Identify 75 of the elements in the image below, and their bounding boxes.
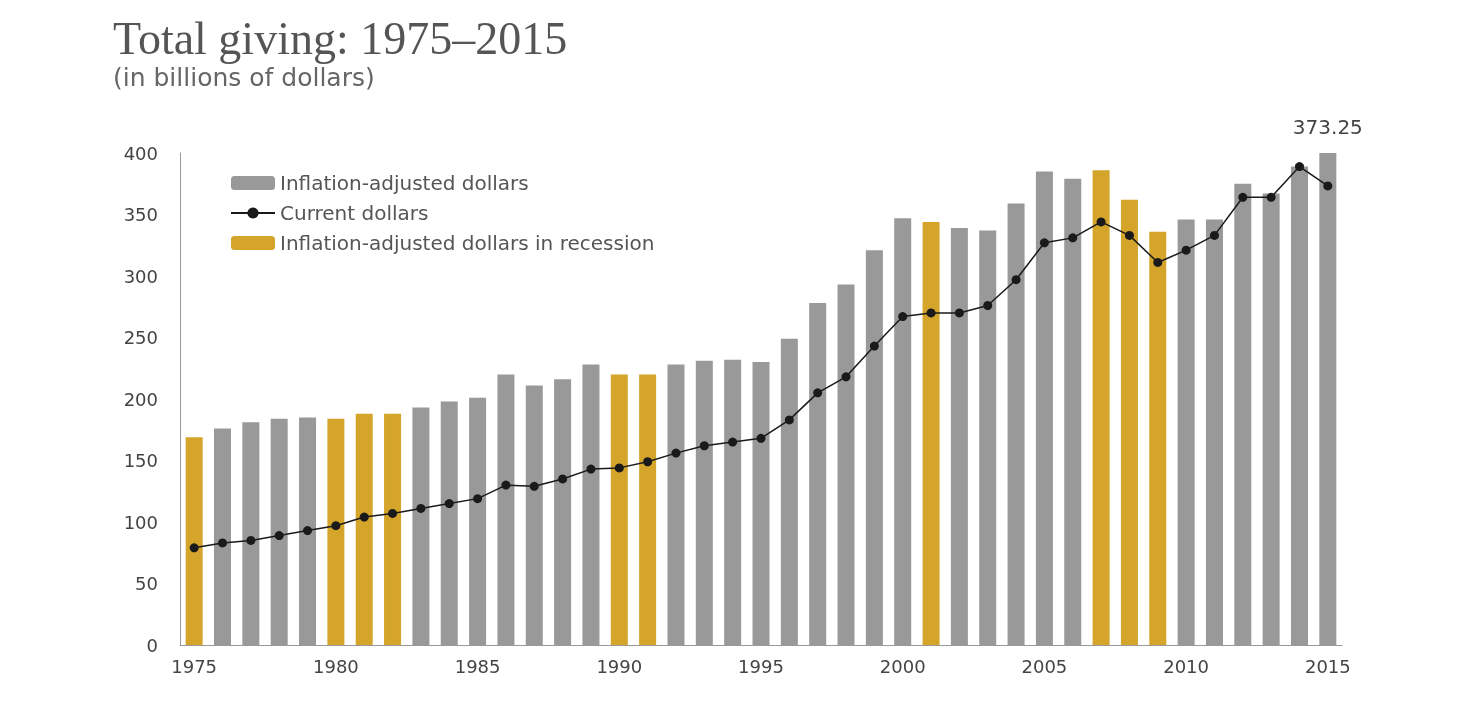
bar (610, 374, 628, 645)
bar (1149, 231, 1167, 645)
bar (1092, 170, 1110, 645)
chart-title: Total giving: 1975–2015 (113, 12, 568, 64)
point (643, 457, 653, 467)
x-tick-label: 1980 (312, 655, 359, 677)
point (501, 480, 511, 490)
point (1181, 245, 1191, 255)
point (189, 543, 199, 553)
x-tick-label: 2010 (1163, 655, 1210, 677)
y-tick-label: 50 (135, 573, 158, 594)
point (218, 538, 228, 548)
x-tick-label: 1995 (738, 655, 784, 677)
x-tick-label: 2015 (1304, 655, 1351, 677)
point (1096, 217, 1106, 227)
point (841, 372, 851, 382)
bar (639, 374, 657, 645)
x-tick-label: 1990 (596, 655, 643, 677)
y-tick-label: 0 (146, 634, 158, 656)
y-tick-label: 250 (123, 327, 158, 348)
point (1039, 238, 1049, 248)
point (756, 433, 766, 443)
point (359, 512, 369, 522)
y-tick-label: 350 (123, 204, 158, 225)
point (926, 308, 936, 318)
point (473, 494, 483, 504)
point (1266, 192, 1276, 202)
y-tick-label: 100 (123, 511, 158, 533)
point (1323, 181, 1333, 191)
point (898, 312, 908, 322)
point (954, 308, 964, 318)
point (246, 535, 256, 545)
point (983, 301, 993, 311)
point (614, 463, 624, 473)
point (274, 531, 284, 541)
point (1153, 257, 1163, 267)
point (1295, 162, 1304, 172)
legend-label: Inflation-adjusted dollars (280, 171, 529, 195)
x-tick-label: 1985 (454, 655, 501, 677)
point (331, 521, 341, 531)
bar (185, 437, 203, 645)
point (728, 437, 738, 447)
point (813, 388, 823, 398)
legend-label: Inflation-adjusted dollars in recession (280, 231, 655, 255)
point (1238, 192, 1248, 202)
x-tick-label: 2000 (879, 655, 926, 677)
bar (355, 413, 373, 645)
point (303, 526, 313, 536)
bar (384, 413, 402, 645)
bar (1120, 199, 1138, 645)
x-tick-label: 1975 (171, 655, 218, 677)
point (869, 341, 879, 351)
legend-label: Current dollars (280, 201, 429, 225)
y-tick-label: 400 (123, 142, 158, 164)
point (671, 448, 681, 458)
point (699, 441, 709, 451)
point (388, 508, 398, 518)
point (1011, 275, 1021, 285)
data-label: 373.25 (1292, 115, 1363, 140)
point (558, 474, 568, 484)
bar (922, 221, 940, 645)
x-tick-label: 2005 (1021, 655, 1068, 677)
y-tick-label: 200 (123, 388, 158, 410)
chart-subtitle: (in billions of dollars) (113, 63, 375, 92)
point (529, 481, 539, 491)
point (1209, 230, 1219, 240)
point (784, 415, 794, 425)
point (444, 499, 454, 509)
point (416, 503, 426, 513)
y-tick-label: 300 (123, 265, 158, 287)
bar (327, 418, 345, 645)
point (1068, 233, 1078, 243)
point (1124, 230, 1134, 240)
y-tick-label: 150 (123, 450, 158, 471)
point (586, 464, 596, 474)
